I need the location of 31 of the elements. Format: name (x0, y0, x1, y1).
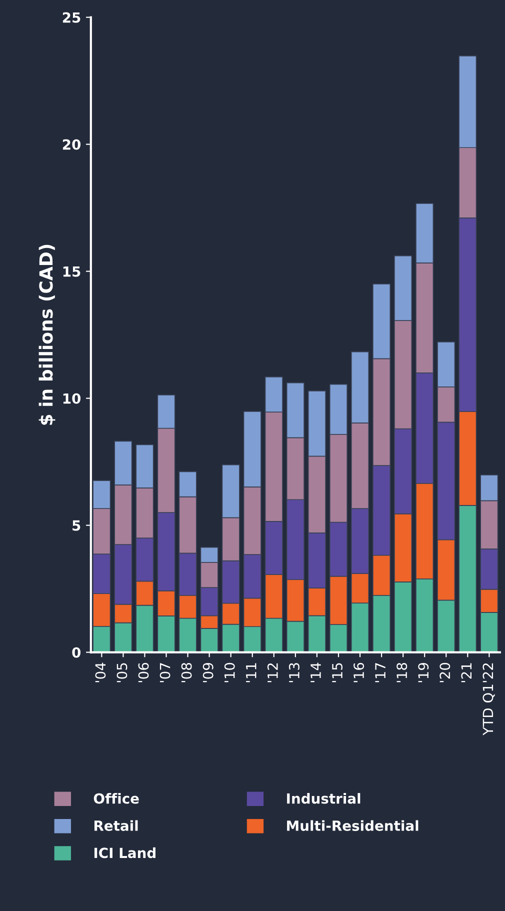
x-tick-label: '07 (160, 663, 170, 682)
x-tick-label: '04 (95, 662, 106, 682)
x-tick-label: '16 (354, 662, 364, 682)
x-tick-label: '08 (181, 662, 192, 682)
x-tick-label: '05 (116, 663, 128, 682)
x-tick-label: '09 (202, 662, 214, 682)
legend-label: Multi-Residential (287, 820, 418, 831)
x-tick-label: '15 (332, 663, 343, 682)
x-tick-label: '17 (375, 663, 386, 682)
y-tick-label: 0 (72, 647, 81, 658)
x-tick-label: '10 (224, 662, 235, 682)
legend-label: Office (94, 793, 139, 804)
x-tick-label: '20 (440, 662, 450, 682)
x-tick-label: '06 (138, 662, 149, 682)
y-tick-label: 5 (72, 520, 80, 531)
x-tick-label: '18 (396, 662, 408, 682)
legend-label: Retail (94, 820, 138, 831)
x-tick-label: '11 (246, 663, 256, 682)
legend-label: ICI Land (94, 847, 156, 858)
x-tick-label: '19 (418, 662, 429, 682)
y-tick-label: 25 (62, 12, 80, 23)
x-tick-label: '14 (310, 662, 321, 682)
y-tick-label: 20 (62, 139, 81, 150)
x-tick-label: '21 (461, 663, 472, 682)
x-tick-label: '13 (288, 663, 300, 682)
y-tick-label: 10 (63, 393, 81, 404)
y-tick-label: 15 (63, 266, 80, 277)
y-axis-title: $ in billions (CAD) (38, 244, 56, 425)
legend-label: Industrial (287, 793, 360, 804)
x-tick-label: '12 (267, 663, 278, 682)
x-tick-label: YTD Q1'22 (482, 663, 495, 736)
